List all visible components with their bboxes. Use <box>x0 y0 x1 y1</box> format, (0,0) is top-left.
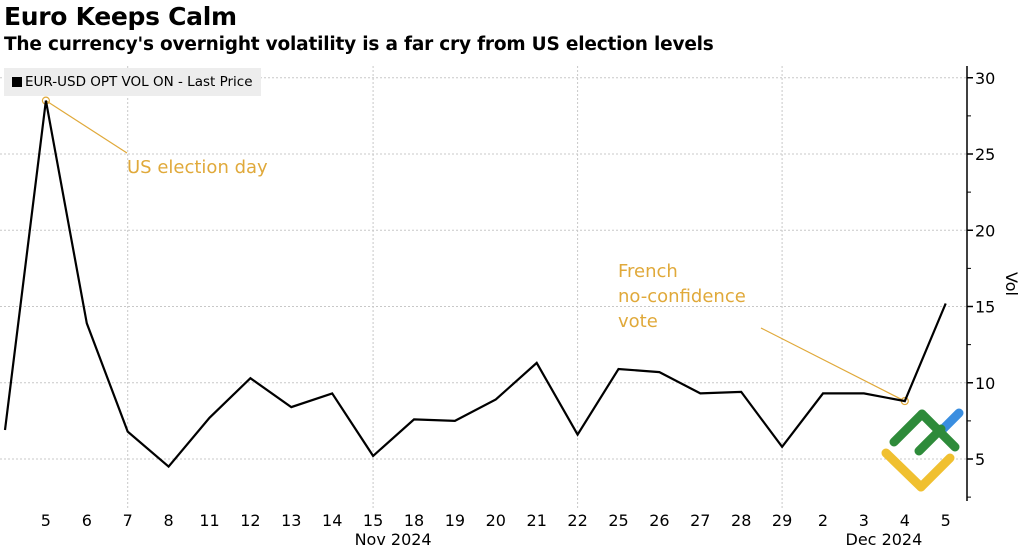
x-month-label: Dec 2024 <box>846 530 923 547</box>
annotations: US election day French no-confidence vote <box>41 96 909 406</box>
chart-title: Euro Keeps Calm <box>4 2 237 31</box>
x-tick-label: 6 <box>82 511 92 530</box>
x-tick-label: 15 <box>363 511 383 530</box>
annotation-leader <box>760 327 906 402</box>
y-tick-label: 15 <box>975 298 995 317</box>
series-line <box>3 100 947 469</box>
x-tick-label: 27 <box>690 511 710 530</box>
annotation-text: no-confidence <box>618 286 746 307</box>
x-axis-labels: 5 6 7 8 11 12 13 14 15 18 19 20 21 22 25 26 27 28 29 2 3 4 5 No… <box>41 511 951 547</box>
x-tick-label: 5 <box>41 511 51 530</box>
x-tick-label: 28 <box>731 511 751 530</box>
annotation-text: US election day <box>127 157 268 178</box>
x-tick-label: 29 <box>772 511 792 530</box>
legend: EUR-USD OPT VOL ON - Last Price <box>4 68 261 96</box>
x-tick-label: 20 <box>486 511 506 530</box>
annotation-text: vote <box>618 311 658 332</box>
x-tick-label: 2 <box>818 511 828 530</box>
y-axis-label: Vol <box>1002 272 1021 296</box>
logo-green-stroke <box>914 424 946 456</box>
logo-green-stroke <box>889 409 927 447</box>
brand-logo <box>881 408 964 492</box>
x-tick-label: 12 <box>240 511 260 530</box>
x-tick-label: 13 <box>281 511 301 530</box>
y-tick-label: 20 <box>975 221 995 240</box>
x-month-label: Nov 2024 <box>355 530 432 547</box>
x-tick-label: 5 <box>941 511 951 530</box>
chart-subtitle: The currency's overnight volatility is a… <box>4 34 714 55</box>
x-tick-label: 19 <box>445 511 465 530</box>
gridlines <box>0 66 967 510</box>
x-tick-label: 7 <box>123 511 133 530</box>
annotation-leader <box>45 100 128 154</box>
x-tick-label: 8 <box>164 511 174 530</box>
logo-yellow-stroke <box>916 453 955 492</box>
x-tick-label: 26 <box>649 511 669 530</box>
x-tick-label: 18 <box>404 511 424 530</box>
y-tick-label: 10 <box>975 374 995 393</box>
logo-yellow-stroke <box>881 448 926 492</box>
x-tick-label: 21 <box>527 511 547 530</box>
annotation-text: French <box>618 261 678 282</box>
y-tick-label: 30 <box>975 69 995 88</box>
x-tick-label: 25 <box>608 511 628 530</box>
y-tick-label: 5 <box>975 450 985 469</box>
legend-label: EUR-USD OPT VOL ON - Last Price <box>25 74 253 90</box>
x-tick-label: 22 <box>567 511 587 530</box>
x-tick-label: 3 <box>859 511 869 530</box>
x-tick-label: 11 <box>199 511 219 530</box>
y-tick-label: 25 <box>975 145 995 164</box>
x-tick-label: 14 <box>322 511 342 530</box>
x-tick-label: 4 <box>900 511 910 530</box>
square-icon <box>12 77 22 87</box>
y-axis: 5 10 15 20 25 30 <box>966 66 995 501</box>
